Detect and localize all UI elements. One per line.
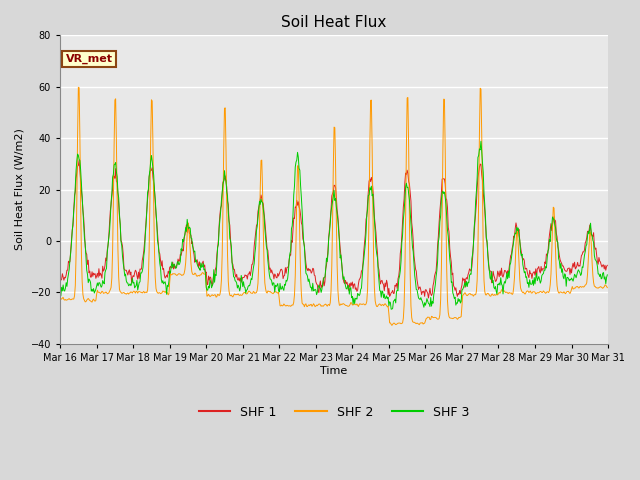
Legend: SHF 1, SHF 2, SHF 3: SHF 1, SHF 2, SHF 3 — [194, 401, 474, 424]
SHF 2 — [208, 292, 216, 298]
Line: SHF 3: SHF 3 — [60, 141, 607, 309]
SHF 3 — [401, 197, 409, 203]
SHF 1 — [66, 259, 74, 264]
SHF 2 — [402, 215, 410, 221]
Text: VR_met: VR_met — [65, 54, 113, 64]
SHF 1 — [604, 263, 611, 268]
SHF 1 — [417, 288, 425, 293]
SHF 1 — [124, 270, 131, 276]
SHF 2 — [179, 272, 186, 278]
SHF 1 — [208, 280, 216, 286]
SHF 2 — [388, 323, 396, 328]
SHF 1 — [424, 295, 432, 301]
SHF 1 — [179, 247, 186, 252]
Y-axis label: Soil Heat Flux (W/m2): Soil Heat Flux (W/m2) — [15, 129, 25, 251]
SHF 3 — [178, 248, 186, 253]
SHF 3 — [387, 306, 395, 312]
SHF 3 — [122, 278, 130, 284]
SHF 2 — [124, 290, 131, 296]
SHF 1 — [76, 157, 83, 163]
SHF 2 — [74, 84, 82, 90]
Line: SHF 1: SHF 1 — [60, 160, 607, 298]
SHF 3 — [66, 257, 74, 263]
SHF 1 — [401, 180, 409, 185]
SHF 2 — [604, 285, 611, 290]
SHF 3 — [604, 272, 611, 278]
SHF 2 — [66, 297, 74, 302]
SHF 2 — [418, 320, 426, 326]
SHF 3 — [477, 138, 485, 144]
X-axis label: Time: Time — [321, 366, 348, 375]
SHF 3 — [207, 279, 214, 285]
SHF 3 — [56, 288, 64, 294]
SHF 2 — [56, 295, 64, 300]
SHF 1 — [56, 278, 64, 284]
Line: SHF 2: SHF 2 — [60, 87, 607, 325]
SHF 3 — [417, 295, 425, 300]
Title: Soil Heat Flux: Soil Heat Flux — [282, 15, 387, 30]
